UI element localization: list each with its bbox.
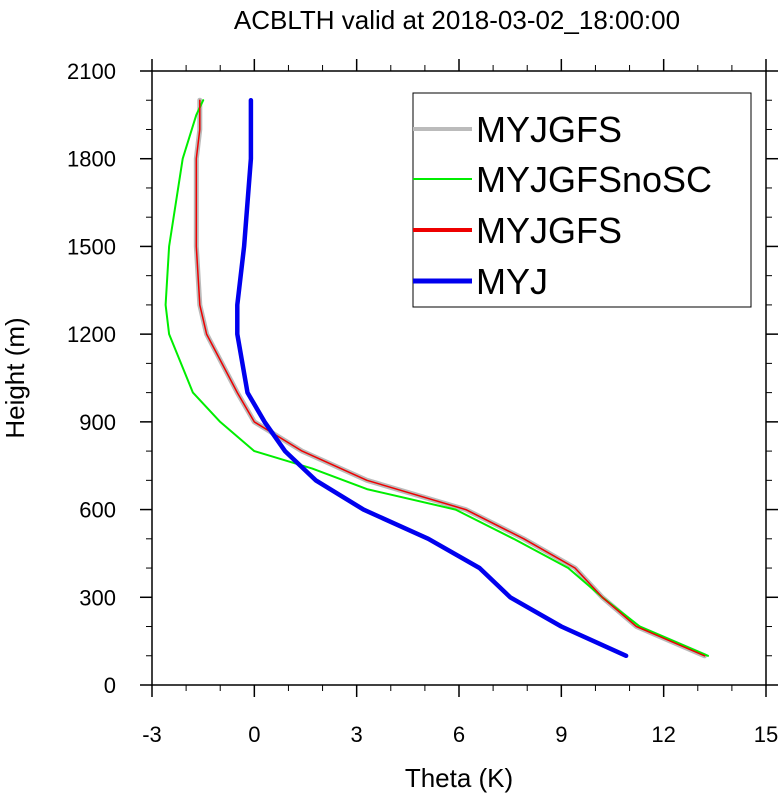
y-tick-label: 1800 (67, 147, 116, 172)
y-tick-label: 2100 (67, 59, 116, 84)
chart-title: ACBLTH valid at 2018-03-02_18:00:00 (234, 5, 680, 35)
x-tick-label: 3 (351, 722, 363, 747)
series-line-myj-4 (235, 97, 629, 659)
x-axis-label: Theta (K) (405, 763, 513, 793)
x-tick-label: 6 (453, 722, 465, 747)
y-axis-label: Height (m) (0, 317, 30, 438)
series-line-myjgfsnosc-2 (164, 99, 709, 657)
x-tick-label: 9 (555, 722, 567, 747)
y-tick-label: 1500 (67, 234, 116, 259)
x-tick-label: 12 (651, 722, 675, 747)
y-tick-label: 300 (79, 585, 116, 610)
x-tick-label: 0 (248, 722, 260, 747)
series-line-myjgfs-3 (195, 99, 706, 657)
legend: MYJGFS MYJGFSnoSC MYJGFS MYJ (412, 92, 752, 308)
legend-label: MYJGFS (476, 109, 622, 150)
x-tick-label: -3 (142, 722, 162, 747)
series-layer (164, 97, 709, 659)
y-tick-label: 1200 (67, 322, 116, 347)
legend-label: MYJ (476, 261, 548, 302)
x-tick-label: 15 (754, 722, 778, 747)
y-tick-label: 900 (79, 410, 116, 435)
y-tick-label: 0 (104, 673, 116, 698)
legend-items: MYJGFS MYJGFSnoSC MYJGFS MYJ (413, 109, 712, 302)
legend-label: MYJGFSnoSC (476, 159, 712, 200)
ticks-layer: -3 0 3 6 9 12 15 0 300 600 900 1200 1500 1800 2100 (67, 59, 778, 747)
y-tick-label: 600 (79, 498, 116, 523)
legend-label: MYJGFS (476, 210, 622, 251)
